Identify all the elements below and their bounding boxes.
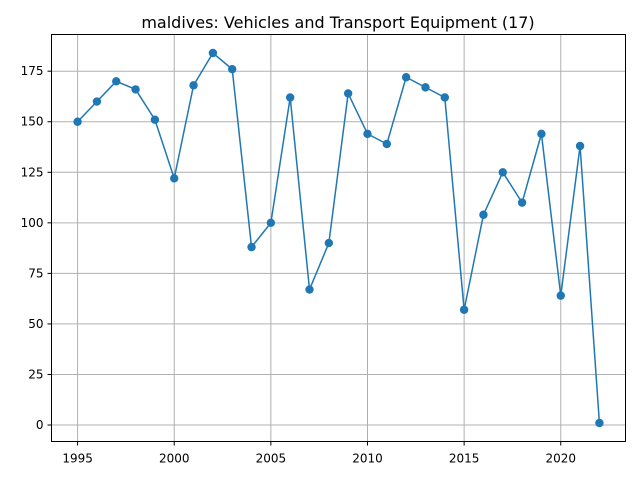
- data-point: [421, 83, 430, 92]
- data-point: [131, 85, 140, 94]
- data-point: [247, 242, 256, 252]
- x-tick-label: 2020: [545, 452, 576, 466]
- data-point: [498, 168, 507, 177]
- y-tick-label: 100: [21, 216, 44, 230]
- data-series: [73, 48, 604, 428]
- data-point: [459, 305, 469, 314]
- x-tick-label: 2000: [159, 452, 190, 466]
- grid: [51, 34, 626, 442]
- x-tick-label: 2005: [256, 452, 287, 466]
- data-point: [324, 238, 334, 248]
- data-point: [228, 64, 237, 74]
- data-point: [537, 129, 546, 139]
- y-tick-label: 150: [21, 115, 44, 129]
- data-point: [479, 210, 488, 219]
- series-line: [77, 51, 601, 424]
- data-point: [285, 93, 295, 102]
- y-tick-label: 75: [28, 266, 43, 280]
- data-point: [208, 48, 218, 58]
- data-point: [170, 174, 179, 183]
- data-point: [266, 218, 276, 228]
- data-point: [363, 129, 372, 139]
- y-tick-label: 25: [28, 367, 43, 381]
- y-tick-label: 0: [36, 418, 44, 432]
- data-point: [150, 115, 160, 124]
- data-point: [575, 141, 585, 151]
- data-point: [595, 418, 604, 428]
- data-point: [440, 93, 449, 102]
- data-point: [343, 89, 353, 98]
- x-tick-label: 2010: [352, 452, 383, 466]
- data-point: [73, 117, 82, 126]
- y-tick-label: 175: [21, 64, 44, 78]
- x-tick-label: 2015: [449, 452, 480, 466]
- plot-frame: [51, 34, 626, 442]
- y-tick-label: 50: [28, 317, 43, 331]
- axis-ticks: 1995 2000 2005 2010 2015 2020 0 25 50 75 100 125 150…: [21, 64, 576, 465]
- data-point: [305, 285, 314, 294]
- data-point: [401, 73, 411, 82]
- data-point: [517, 198, 527, 207]
- data-point: [189, 81, 198, 90]
- data-point: [382, 139, 392, 149]
- data-point: [92, 97, 102, 106]
- data-point: [556, 291, 565, 300]
- x-tick-label: 1995: [62, 452, 93, 466]
- chart-title: maldives: Vehicles and Transport Equipme…: [141, 13, 534, 32]
- y-tick-label: 125: [21, 165, 44, 179]
- data-point: [112, 77, 121, 86]
